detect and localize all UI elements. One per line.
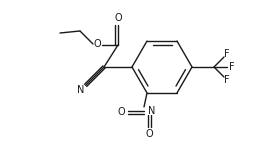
Text: F: F — [229, 62, 235, 72]
Text: N: N — [148, 106, 155, 116]
Text: F: F — [224, 49, 230, 59]
Text: N: N — [77, 85, 84, 95]
Text: O: O — [145, 129, 153, 139]
Text: O: O — [93, 39, 101, 49]
Text: O: O — [114, 13, 122, 23]
Text: F: F — [224, 75, 230, 85]
Text: O: O — [117, 107, 125, 117]
